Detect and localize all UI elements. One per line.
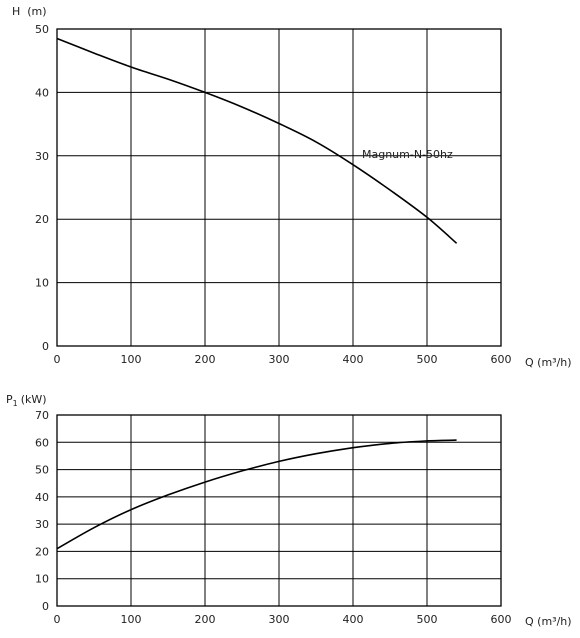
head-gridlines [57,29,501,346]
head-x-tick-label: 200 [195,353,216,366]
power-y-tick-label: 0 [42,600,49,613]
power-y-tick-label: 70 [35,409,49,422]
power-chart: 0 100 200 300 400 500 600 0 10 20 30 40 50 60 70 P1 (k… [6,393,572,628]
power-x-tick-labels: 0 100 200 300 400 500 600 [54,613,512,626]
power-plot-frame [56,414,502,607]
power-y-tick-labels: 0 10 20 30 40 50 60 70 [35,409,49,613]
power-y-axis-label: P1 (kW) [6,393,47,408]
head-x-axis-label: Q (m³/h) [525,356,572,369]
head-x-tick-label: 0 [54,353,61,366]
power-x-tick-label: 500 [417,613,438,626]
head-y-tick-label: 50 [35,23,49,36]
head-x-tick-label: 300 [269,353,290,366]
head-y-tick-label: 40 [35,86,49,99]
head-y-axis-label: H (m) [12,5,47,18]
power-x-tick-label: 200 [195,613,216,626]
head-x-tick-labels: 0 100 200 300 400 500 600 [54,353,512,366]
head-x-tick-label: 600 [491,353,512,366]
head-chart: 0 100 200 300 400 500 600 0 10 20 30 40 50 H (m) Q … [12,5,572,369]
power-x-tick-label: 100 [121,613,142,626]
power-y-tick-label: 10 [35,573,49,586]
head-plot-frame [56,28,502,347]
power-y-tick-label: 50 [35,464,49,477]
power-x-tick-label: 300 [269,613,290,626]
head-curve [56,37,458,244]
head-x-tick-label: 100 [121,353,142,366]
power-x-tick-label: 600 [491,613,512,626]
head-y-tick-labels: 0 10 20 30 40 50 [35,23,49,353]
power-y-axis-label-main: P [6,393,13,406]
power-y-axis-label-subscript: 1 [13,399,18,408]
head-x-tick-label: 500 [417,353,438,366]
power-y-tick-label: 30 [35,518,49,531]
power-y-tick-label: 20 [35,545,49,558]
head-y-tick-label: 10 [35,277,49,290]
head-y-tick-label: 30 [35,150,49,163]
power-x-axis-label: Q (m³/h) [525,615,572,628]
power-x-tick-label: 400 [343,613,364,626]
head-y-tick-label: 20 [35,213,49,226]
head-x-tick-label: 400 [343,353,364,366]
power-y-axis-label-unit: (kW) [21,393,47,406]
series-label-magnum-n-50hz: Magnum-N-50hz [362,148,453,161]
power-x-tick-label: 0 [54,613,61,626]
power-gridlines [57,415,501,606]
head-y-tick-label: 0 [42,340,49,353]
power-y-tick-label: 60 [35,436,49,449]
power-curve [56,439,457,550]
power-y-tick-label: 40 [35,491,49,504]
